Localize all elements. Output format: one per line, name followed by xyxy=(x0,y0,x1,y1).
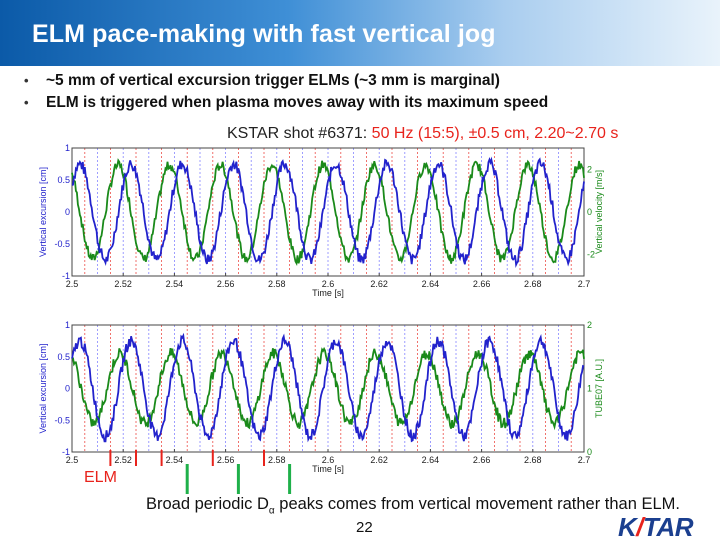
kstar-logo: K/TAR xyxy=(618,512,694,543)
logo-k: K xyxy=(618,512,637,542)
y-tick-label: 0.5 xyxy=(57,352,70,362)
series-line-excursion xyxy=(71,332,585,443)
bullet-list: • ~5 mm of vertical excursion trigger ELM… xyxy=(12,70,548,114)
logo-slash: / xyxy=(636,512,644,542)
x-tick-label: 2.52 xyxy=(114,455,132,465)
y2-tick-label: 2 xyxy=(587,164,592,174)
x-tick-label: 2.56 xyxy=(217,279,235,289)
bullet-dot: • xyxy=(24,73,29,88)
elm-label: ELM xyxy=(84,469,117,486)
x-tick-label: 2.66 xyxy=(473,279,491,289)
y2-tick-label: 1 xyxy=(587,384,592,394)
page-number: 22 xyxy=(356,519,373,536)
title-banner: ELM pace-making with fast vertical jog xyxy=(0,0,720,66)
x-tick-label: 2.62 xyxy=(370,455,388,465)
series-line-excursion xyxy=(71,156,585,268)
footnote-sub: α xyxy=(268,505,275,517)
x-axis-label: Time [s] xyxy=(312,464,344,474)
y-tick-label: 0 xyxy=(65,384,70,394)
x-tick-label: 2.66 xyxy=(473,455,491,465)
y-tick-label: -0.5 xyxy=(54,239,70,249)
x-tick-label: 2.68 xyxy=(524,279,542,289)
plot-frame xyxy=(71,324,585,453)
x-tick-label: 2.52 xyxy=(114,279,132,289)
footnote: Broad periodic Dα peaks comes from verti… xyxy=(146,495,680,516)
y-axis-label: Vertical excursion [cm] xyxy=(38,167,48,257)
y2-axis-label: TUBE07 [A.U.] xyxy=(594,359,604,418)
x-axis-label: Time [s] xyxy=(312,288,344,298)
footnote-after: peaks comes from vertical movement rathe… xyxy=(274,495,681,513)
slide-title: ELM pace-making with fast vertical jog xyxy=(32,20,496,48)
y2-tick-label: 0 xyxy=(587,447,592,457)
x-tick-label: 2.54 xyxy=(166,279,184,289)
x-tick-label: 2.5 xyxy=(66,279,79,289)
y-tick-label: -0.5 xyxy=(54,415,70,425)
bullet-item: • ~5 mm of vertical excursion trigger ELM… xyxy=(12,70,548,92)
x-tick-label: 2.56 xyxy=(217,455,235,465)
series-line-velocity xyxy=(71,158,585,267)
y2-tick-label: 0 xyxy=(587,207,592,217)
y-tick-label: 1 xyxy=(65,320,70,330)
x-tick-label: 2.7 xyxy=(578,279,591,289)
x-tick-label: 2.64 xyxy=(422,279,440,289)
bullet-text: ~5 mm of vertical excursion trigger ELMs… xyxy=(46,72,500,89)
x-tick-label: 2.54 xyxy=(166,455,184,465)
y-tick-label: -1 xyxy=(62,271,70,281)
logo-rest: TAR xyxy=(643,512,694,542)
y2-tick-label: 2 xyxy=(587,320,592,330)
plot-title-prefix: KSTAR shot #6371: xyxy=(227,125,372,142)
y-axis-label: Vertical excursion [cm] xyxy=(38,343,48,433)
y-tick-label: 0 xyxy=(65,207,70,217)
x-tick-label: 2.5 xyxy=(66,455,79,465)
x-tick-label: 2.62 xyxy=(370,279,388,289)
y2-tick-label: -2 xyxy=(587,250,595,260)
plot-title: KSTAR shot #6371: 50 Hz (15:5), ±0.5 cm,… xyxy=(227,125,618,143)
y-tick-label: 1 xyxy=(65,143,70,153)
x-tick-label: 2.6 xyxy=(322,279,335,289)
y-tick-label: 0.5 xyxy=(57,175,70,185)
x-tick-label: 2.58 xyxy=(268,279,286,289)
bullet-text: ELM is triggered when plasma moves away … xyxy=(46,94,549,111)
plot-title-params: 50 Hz (15:5), ±0.5 cm, 2.20~2.70 s xyxy=(371,125,619,142)
y2-axis-label: Vertical velocity [m/s] xyxy=(594,170,604,254)
x-tick-label: 2.58 xyxy=(268,455,286,465)
footnote-before: Broad periodic D xyxy=(146,495,269,513)
bullet-item: • ELM is triggered when plasma moves away… xyxy=(12,92,548,114)
x-tick-label: 2.7 xyxy=(578,455,591,465)
x-tick-label: 2.6 xyxy=(322,455,335,465)
x-tick-label: 2.68 xyxy=(524,455,542,465)
x-tick-label: 2.64 xyxy=(422,455,440,465)
y-tick-label: -1 xyxy=(62,447,70,457)
bullet-dot: • xyxy=(24,95,29,110)
